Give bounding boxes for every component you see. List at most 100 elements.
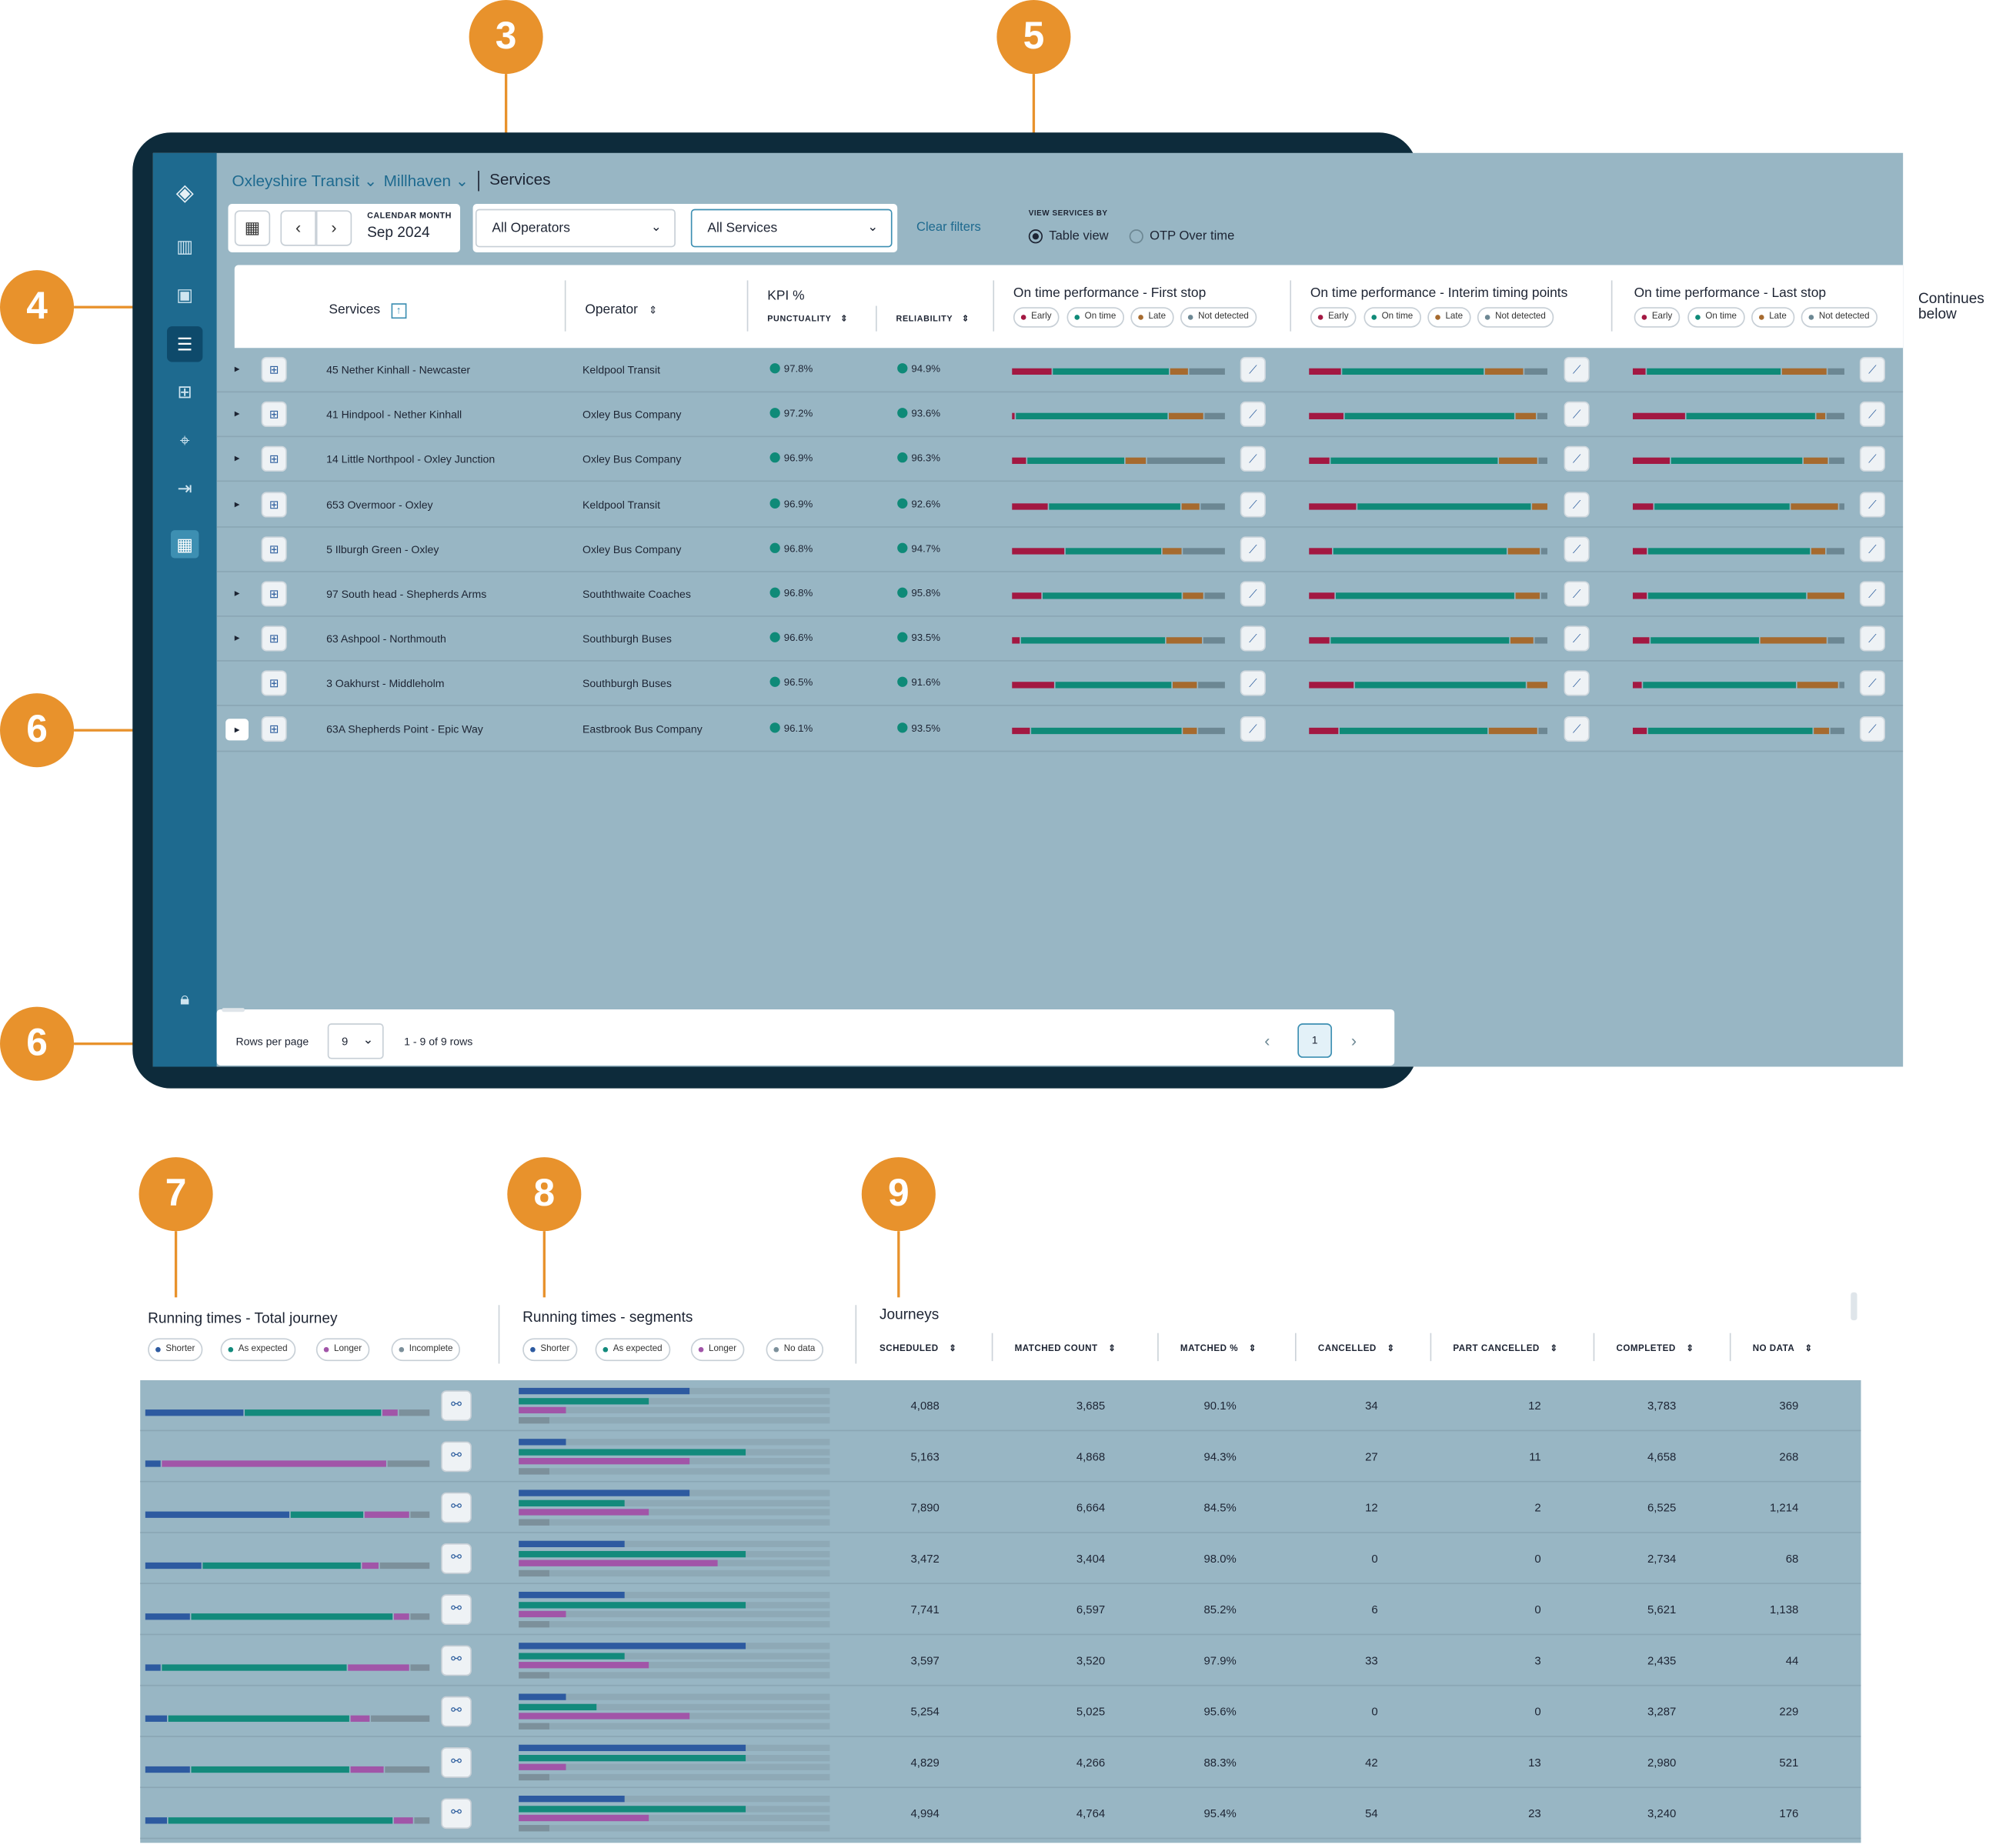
table-row[interactable]: ▸ ⊞ 14 Little Northpool - Oxley Junction Ox… [216, 438, 1904, 482]
prev-month-button[interactable]: ‹ [280, 210, 316, 246]
trend-chart-icon[interactable]: ⟋ [1564, 446, 1590, 472]
bus-icon[interactable]: ▣ [176, 284, 194, 305]
legend-pill-ontime[interactable]: On time [1687, 307, 1744, 328]
trend-chart-icon[interactable]: ⟋ [1240, 625, 1266, 652]
journey-row[interactable]: ⚯ 4,829 4,266 88.3% 42 13 2,980 521 [140, 1737, 1861, 1789]
legend-pill-late[interactable]: Late [1751, 307, 1794, 328]
trend-chart-icon[interactable]: ⟋ [1240, 402, 1266, 428]
column-header-services[interactable]: Services ↑ [329, 297, 406, 320]
lower-scrollbar-thumb[interactable] [1851, 1292, 1857, 1321]
trend-chart-icon[interactable]: ⟋ [1859, 491, 1885, 517]
legend-pill-expected[interactable]: As expected [220, 1338, 295, 1362]
legend-pill-early[interactable]: Early [1013, 307, 1060, 328]
trend-chart-icon[interactable]: ⟋ [1859, 402, 1885, 428]
legend-pill-nodata[interactable]: No data [766, 1338, 823, 1362]
column-header-punctuality[interactable]: PUNCTUALITY ⇕ [767, 313, 848, 324]
calendar-icon[interactable]: ▦ [234, 210, 271, 246]
services-icon[interactable]: ⊞ [177, 381, 192, 402]
trend-chart-icon[interactable]: ⟋ [1240, 670, 1266, 697]
services-select[interactable]: All Services ⌄ [690, 208, 893, 248]
legend-pill-shorter[interactable]: Shorter [522, 1338, 578, 1362]
column-header-scheduled[interactable]: SCHEDULED ⇕ [880, 1343, 957, 1354]
table-row[interactable]: ⊞ 3 Oakhurst - Middleholm Southburgh Buses… [216, 662, 1904, 707]
table-row[interactable]: ▸ ⊞ 63A Shepherds Point - Epic Way Eastbroo… [216, 707, 1904, 752]
trend-chart-icon[interactable]: ⟋ [1240, 581, 1266, 607]
trend-chart-icon[interactable]: ⟋ [1564, 625, 1590, 652]
radio-table-view[interactable] [1028, 229, 1043, 244]
table-row[interactable]: ⊞ 5 Ilburgh Green - Oxley Oxley Bus Compan… [216, 527, 1904, 572]
column-header-matched-count[interactable]: MATCHED COUNT ⇕ [1015, 1343, 1116, 1354]
legend-pill-early[interactable]: Early [1310, 307, 1357, 328]
table-row[interactable]: ▸ ⊞ 97 South head - Shepherds Arms Souththw… [216, 572, 1904, 617]
operators-select[interactable]: All Operators ⌄ [475, 208, 676, 248]
trend-chart-icon[interactable]: ⟋ [1564, 356, 1590, 382]
trend-chart-icon[interactable]: ⟋ [1564, 536, 1590, 562]
rows-per-page-select[interactable]: 9 ⌄ [327, 1023, 384, 1059]
page-1-button[interactable]: 1 [1297, 1023, 1333, 1058]
expand-row-caret-icon[interactable]: ▸ [234, 363, 240, 375]
table-view-label[interactable]: Table view [1049, 229, 1109, 244]
service-details-icon[interactable]: ⊞ [261, 716, 287, 742]
legend-pill-notdetected[interactable]: Not detected [1477, 307, 1554, 328]
breadcrumb-area[interactable]: Millhaven ⌄ [384, 171, 469, 190]
column-header-matched-pct[interactable]: MATCHED % ⇕ [1180, 1343, 1257, 1354]
otp-over-time-label[interactable]: OTP Over time [1150, 229, 1235, 244]
trend-chart-icon[interactable]: ⟋ [1564, 670, 1590, 697]
service-details-icon[interactable]: ⊞ [261, 581, 287, 607]
breadcrumb-org[interactable]: Oxleyshire Transit ⌄ [232, 171, 377, 190]
map-icon[interactable]: ⌖ [179, 429, 190, 450]
table-row[interactable]: ▸ ⊞ 653 Overmoor - Oxley Keldpool Transit 96… [216, 482, 1904, 528]
trend-chart-icon[interactable]: ⟋ [1564, 716, 1590, 742]
journey-row[interactable]: ⚯ 4,088 3,685 90.1% 34 12 3,783 369 [140, 1380, 1861, 1432]
table-row[interactable]: ▸ ⊞ 45 Nether Kinhall - Newcaster Keldpool … [216, 348, 1904, 393]
trend-chart-icon[interactable]: ⟋ [1859, 446, 1885, 472]
legend-pill-notdetected[interactable]: Not detected [1801, 307, 1878, 328]
trend-chart-icon[interactable]: ⟋ [1564, 581, 1590, 607]
segments-link-icon[interactable]: ⚯ [441, 1543, 472, 1574]
trend-chart-icon[interactable]: ⟋ [1240, 536, 1266, 562]
segments-link-icon[interactable]: ⚯ [441, 1441, 472, 1473]
legend-pill-ontime[interactable]: On time [1363, 307, 1421, 328]
next-month-button[interactable]: › [315, 210, 352, 246]
service-details-icon[interactable]: ⊞ [261, 446, 287, 472]
legend-pill-ontime[interactable]: On time [1066, 307, 1124, 328]
journey-row[interactable]: ⚯ 3,472 3,404 98.0% 0 0 2,734 68 [140, 1533, 1861, 1585]
column-header-cancelled[interactable]: CANCELLED ⇕ [1318, 1343, 1395, 1354]
chart-icon[interactable]: ▥ [176, 235, 194, 256]
segments-link-icon[interactable]: ⚯ [441, 1747, 472, 1778]
journey-row[interactable]: ⚯ 4,994 4,764 95.4% 54 23 3,240 176 [140, 1788, 1861, 1840]
clear-filters-link[interactable]: Clear filters [916, 220, 981, 235]
trend-chart-icon[interactable]: ⟋ [1240, 491, 1266, 517]
service-details-icon[interactable]: ⊞ [261, 491, 287, 517]
next-page-icon[interactable]: › [1350, 1031, 1357, 1050]
legend-pill-longer[interactable]: Longer [690, 1338, 745, 1362]
list-icon[interactable]: ☰ [176, 334, 193, 355]
service-details-icon[interactable]: ⊞ [261, 356, 287, 382]
journey-row[interactable]: ⚯ 7,890 6,664 84.5% 12 2 6,525 1,214 [140, 1483, 1861, 1533]
expand-row-caret-icon[interactable]: ▸ [234, 408, 240, 420]
table-row[interactable]: ▸ ⊞ 41 Hindpool - Nether Kinhall Oxley Bus … [216, 393, 1904, 438]
legend-pill-notdetected[interactable]: Not detected [1180, 307, 1257, 328]
segments-link-icon[interactable]: ⚯ [441, 1645, 472, 1676]
lock-icon[interactable]: 🔒︎ [180, 987, 190, 1009]
sort-asc-icon[interactable]: ↑ [391, 303, 406, 319]
legend-pill-late[interactable]: Late [1130, 307, 1174, 328]
trend-chart-icon[interactable]: ⟋ [1859, 581, 1885, 607]
service-details-icon[interactable]: ⊞ [261, 625, 287, 652]
trend-chart-icon[interactable]: ⟋ [1859, 716, 1885, 742]
column-header-completed[interactable]: COMPLETED ⇕ [1616, 1343, 1694, 1354]
service-details-icon[interactable]: ⊞ [261, 536, 287, 562]
trend-chart-icon[interactable]: ⟋ [1240, 716, 1266, 742]
trend-chart-icon[interactable]: ⟋ [1240, 446, 1266, 472]
legend-pill-early[interactable]: Early [1634, 307, 1681, 328]
legend-pill-longer[interactable]: Longer [315, 1338, 370, 1362]
expand-row-caret-icon[interactable]: ▸ [234, 452, 240, 465]
scrollbar-thumb[interactable] [222, 1008, 245, 1012]
segments-link-icon[interactable]: ⚯ [441, 1390, 472, 1421]
table-row[interactable]: ▸ ⊞ 63 Ashpool - Northmouth Southburgh Buse… [216, 617, 1904, 662]
legend-pill-shorter[interactable]: Shorter [148, 1338, 203, 1362]
journey-row[interactable]: ⚯ 3,597 3,520 97.9% 33 3 2,435 44 [140, 1635, 1861, 1686]
column-header-operator[interactable]: Operator ⇕ [585, 297, 657, 320]
service-details-icon[interactable]: ⊞ [261, 670, 287, 697]
trend-chart-icon[interactable]: ⟋ [1859, 625, 1885, 652]
